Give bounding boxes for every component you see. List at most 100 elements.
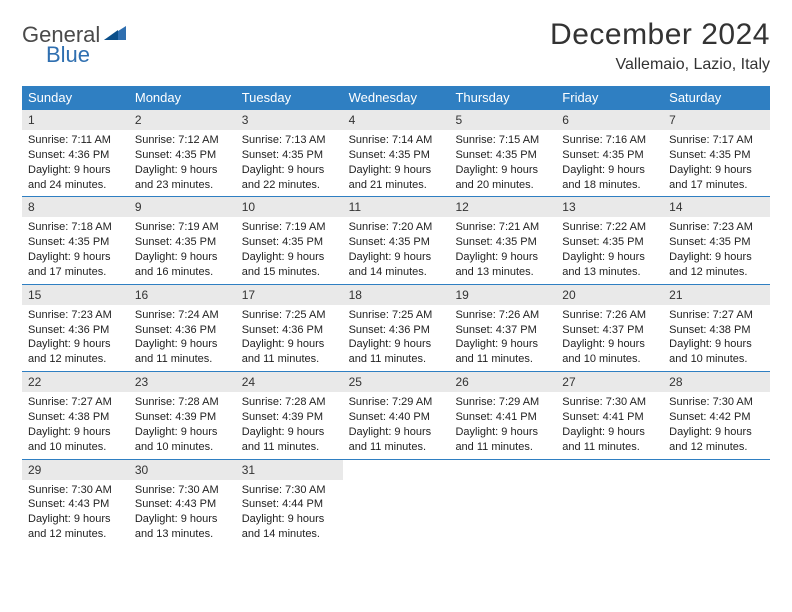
sunset-line: Sunset: 4:44 PM (242, 497, 337, 512)
title-block: December 2024 Vallemaio, Lazio, Italy (550, 18, 770, 74)
sunset-line: Sunset: 4:37 PM (562, 323, 657, 338)
day-number: 17 (236, 285, 343, 305)
sunset-line: Sunset: 4:41 PM (562, 410, 657, 425)
day-number: 22 (22, 372, 129, 392)
day-cell: 11Sunrise: 7:20 AMSunset: 4:35 PMDayligh… (343, 197, 450, 283)
day-body: Sunrise: 7:30 AMSunset: 4:43 PMDaylight:… (129, 480, 236, 546)
week-row: 22Sunrise: 7:27 AMSunset: 4:38 PMDayligh… (22, 372, 770, 459)
week-row: 1Sunrise: 7:11 AMSunset: 4:36 PMDaylight… (22, 110, 770, 197)
sunset-line: Sunset: 4:38 PM (28, 410, 123, 425)
sunset-line: Sunset: 4:35 PM (669, 148, 764, 163)
day-body: Sunrise: 7:30 AMSunset: 4:41 PMDaylight:… (556, 392, 663, 458)
day-cell: 29Sunrise: 7:30 AMSunset: 4:43 PMDayligh… (22, 460, 129, 546)
day-body: Sunrise: 7:23 AMSunset: 4:36 PMDaylight:… (22, 305, 129, 371)
sunset-line: Sunset: 4:36 PM (28, 148, 123, 163)
sunrise-line: Sunrise: 7:25 AM (349, 308, 444, 323)
day-cell: 1Sunrise: 7:11 AMSunset: 4:36 PMDaylight… (22, 110, 129, 196)
day-cell: 31Sunrise: 7:30 AMSunset: 4:44 PMDayligh… (236, 460, 343, 546)
sunrise-line: Sunrise: 7:29 AM (349, 395, 444, 410)
day-body: Sunrise: 7:22 AMSunset: 4:35 PMDaylight:… (556, 217, 663, 283)
sunrise-line: Sunrise: 7:19 AM (242, 220, 337, 235)
day-number: 14 (663, 197, 770, 217)
daylight-line: Daylight: 9 hours and 12 minutes. (669, 425, 764, 455)
sunrise-line: Sunrise: 7:30 AM (669, 395, 764, 410)
day-body: Sunrise: 7:18 AMSunset: 4:35 PMDaylight:… (22, 217, 129, 283)
sunrise-line: Sunrise: 7:29 AM (455, 395, 550, 410)
sunrise-line: Sunrise: 7:17 AM (669, 133, 764, 148)
day-number: 25 (343, 372, 450, 392)
daylight-line: Daylight: 9 hours and 20 minutes. (455, 163, 550, 193)
sunset-line: Sunset: 4:38 PM (669, 323, 764, 338)
day-body: Sunrise: 7:27 AMSunset: 4:38 PMDaylight:… (663, 305, 770, 371)
sunset-line: Sunset: 4:35 PM (562, 235, 657, 250)
sunrise-line: Sunrise: 7:24 AM (135, 308, 230, 323)
daylight-line: Daylight: 9 hours and 14 minutes. (242, 512, 337, 542)
day-cell: 26Sunrise: 7:29 AMSunset: 4:41 PMDayligh… (449, 372, 556, 458)
day-cell: 28Sunrise: 7:30 AMSunset: 4:42 PMDayligh… (663, 372, 770, 458)
day-body: Sunrise: 7:20 AMSunset: 4:35 PMDaylight:… (343, 217, 450, 283)
weeks-container: 1Sunrise: 7:11 AMSunset: 4:36 PMDaylight… (22, 110, 770, 546)
sunrise-line: Sunrise: 7:19 AM (135, 220, 230, 235)
day-number: 3 (236, 110, 343, 130)
daylight-line: Daylight: 9 hours and 12 minutes. (669, 250, 764, 280)
sunset-line: Sunset: 4:35 PM (455, 148, 550, 163)
day-body: Sunrise: 7:25 AMSunset: 4:36 PMDaylight:… (236, 305, 343, 371)
day-number: 2 (129, 110, 236, 130)
daylight-line: Daylight: 9 hours and 17 minutes. (28, 250, 123, 280)
day-body: Sunrise: 7:30 AMSunset: 4:42 PMDaylight:… (663, 392, 770, 458)
sunset-line: Sunset: 4:39 PM (242, 410, 337, 425)
sunset-line: Sunset: 4:35 PM (349, 148, 444, 163)
day-number: 7 (663, 110, 770, 130)
sunset-line: Sunset: 4:35 PM (135, 148, 230, 163)
daylight-line: Daylight: 9 hours and 21 minutes. (349, 163, 444, 193)
day-number: 9 (129, 197, 236, 217)
sunrise-line: Sunrise: 7:13 AM (242, 133, 337, 148)
day-number: 20 (556, 285, 663, 305)
daylight-line: Daylight: 9 hours and 11 minutes. (455, 425, 550, 455)
day-cell: 30Sunrise: 7:30 AMSunset: 4:43 PMDayligh… (129, 460, 236, 546)
dow-saturday: Saturday (663, 86, 770, 110)
day-cell: 9Sunrise: 7:19 AMSunset: 4:35 PMDaylight… (129, 197, 236, 283)
sunrise-line: Sunrise: 7:20 AM (349, 220, 444, 235)
day-cell: 25Sunrise: 7:29 AMSunset: 4:40 PMDayligh… (343, 372, 450, 458)
day-body: Sunrise: 7:27 AMSunset: 4:38 PMDaylight:… (22, 392, 129, 458)
sunrise-line: Sunrise: 7:25 AM (242, 308, 337, 323)
sunset-line: Sunset: 4:35 PM (349, 235, 444, 250)
day-cell: 15Sunrise: 7:23 AMSunset: 4:36 PMDayligh… (22, 285, 129, 371)
day-body: Sunrise: 7:23 AMSunset: 4:35 PMDaylight:… (663, 217, 770, 283)
day-number: 18 (343, 285, 450, 305)
dow-sunday: Sunday (22, 86, 129, 110)
day-body: Sunrise: 7:26 AMSunset: 4:37 PMDaylight:… (449, 305, 556, 371)
calendar-page: General December 2024 Vallemaio, Lazio, … (0, 0, 792, 556)
location-label: Vallemaio, Lazio, Italy (550, 56, 770, 74)
brand-triangle-icon (104, 24, 128, 47)
day-cell: 19Sunrise: 7:26 AMSunset: 4:37 PMDayligh… (449, 285, 556, 371)
calendar: Sunday Monday Tuesday Wednesday Thursday… (22, 86, 770, 546)
day-body: Sunrise: 7:16 AMSunset: 4:35 PMDaylight:… (556, 130, 663, 196)
daylight-line: Daylight: 9 hours and 16 minutes. (135, 250, 230, 280)
day-number: 10 (236, 197, 343, 217)
dow-friday: Friday (556, 86, 663, 110)
sunrise-line: Sunrise: 7:15 AM (455, 133, 550, 148)
day-number: 5 (449, 110, 556, 130)
sunrise-line: Sunrise: 7:28 AM (242, 395, 337, 410)
day-body: Sunrise: 7:14 AMSunset: 4:35 PMDaylight:… (343, 130, 450, 196)
day-cell: 22Sunrise: 7:27 AMSunset: 4:38 PMDayligh… (22, 372, 129, 458)
daylight-line: Daylight: 9 hours and 23 minutes. (135, 163, 230, 193)
sunset-line: Sunset: 4:35 PM (669, 235, 764, 250)
day-body: Sunrise: 7:29 AMSunset: 4:41 PMDaylight:… (449, 392, 556, 458)
day-body: Sunrise: 7:21 AMSunset: 4:35 PMDaylight:… (449, 217, 556, 283)
sunset-line: Sunset: 4:41 PM (455, 410, 550, 425)
day-number: 27 (556, 372, 663, 392)
sunrise-line: Sunrise: 7:30 AM (242, 483, 337, 498)
daylight-line: Daylight: 9 hours and 14 minutes. (349, 250, 444, 280)
day-cell: 2Sunrise: 7:12 AMSunset: 4:35 PMDaylight… (129, 110, 236, 196)
day-cell: 3Sunrise: 7:13 AMSunset: 4:35 PMDaylight… (236, 110, 343, 196)
daylight-line: Daylight: 9 hours and 13 minutes. (562, 250, 657, 280)
day-number: 21 (663, 285, 770, 305)
day-cell (663, 460, 770, 546)
day-cell: 12Sunrise: 7:21 AMSunset: 4:35 PMDayligh… (449, 197, 556, 283)
day-number: 16 (129, 285, 236, 305)
day-number: 12 (449, 197, 556, 217)
day-cell: 5 Sunrise: 7:15 AMSunset: 4:35 PMDaylight… (449, 110, 556, 196)
